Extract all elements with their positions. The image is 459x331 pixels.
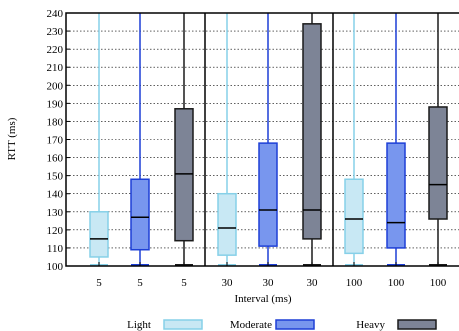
y-tick-label: 100	[47, 261, 64, 273]
box-body	[386, 142, 406, 249]
x-tick-label: 5	[96, 277, 102, 289]
y-axis: 100 110 120 130 140 150 160 170 180 190 200 210 220 2…	[47, 8, 70, 273]
legend-label: Light	[127, 319, 151, 331]
x-axis: 5 5 5 30 30 30 100 100 100	[96, 262, 447, 289]
box-moderate-100	[386, 13, 406, 266]
y-tick-label: 130	[47, 207, 64, 219]
box-body	[344, 178, 364, 255]
box-light-30	[217, 13, 237, 266]
legend-item-moderate: Moderate	[230, 319, 315, 331]
y-tick-label: 150	[47, 171, 64, 183]
y-tick-label: 120	[47, 225, 64, 237]
x-tick-label: 100	[388, 277, 405, 289]
y-tick-label: 220	[47, 44, 64, 56]
y-tick-label: 230	[47, 26, 64, 38]
box-heavy-30	[302, 13, 322, 266]
x-tick-label: 5	[181, 277, 187, 289]
x-tick-label: 5	[137, 277, 143, 289]
x-tick-label: 100	[346, 277, 363, 289]
box-body	[217, 192, 237, 256]
legend-label: Moderate	[230, 319, 272, 331]
legend-item-heavy: Heavy	[356, 319, 437, 331]
legend-swatch	[397, 319, 437, 330]
box-body	[302, 23, 322, 240]
y-tick-label: 200	[47, 80, 64, 92]
box-body	[428, 106, 448, 220]
box-light-100	[344, 13, 364, 266]
x-tick-label: 30	[307, 277, 319, 289]
x-tick-label: 30	[222, 277, 234, 289]
y-tick-label: 240	[47, 8, 64, 20]
legend-label: Heavy	[356, 319, 385, 331]
y-tick-label: 180	[47, 116, 64, 128]
x-tick-label: 30	[263, 277, 275, 289]
y-tick-label: 160	[47, 153, 64, 165]
y-tick-label: 190	[47, 98, 64, 110]
box-body	[174, 108, 194, 242]
boxes	[89, 13, 448, 266]
y-tick-label: 210	[47, 62, 64, 74]
box-moderate-30	[258, 13, 278, 266]
box-light-5	[89, 13, 109, 266]
legend-swatch	[275, 319, 315, 330]
y-tick-label: 140	[47, 189, 64, 201]
y-axis-label: RTT (ms)	[6, 117, 18, 160]
box-body	[89, 211, 109, 258]
box-body	[258, 142, 278, 247]
box-heavy-100	[428, 13, 448, 266]
box-heavy-5	[174, 13, 194, 266]
x-tick-label: 100	[430, 277, 447, 289]
y-tick-label: 170	[47, 135, 64, 147]
legend-item-light: Light	[127, 319, 203, 331]
x-axis-label: Interval (ms)	[234, 293, 291, 305]
legend-swatch	[163, 319, 203, 330]
legend: Light Moderate Heavy	[127, 319, 437, 331]
y-tick-label: 110	[47, 243, 64, 255]
box-body	[130, 178, 150, 251]
